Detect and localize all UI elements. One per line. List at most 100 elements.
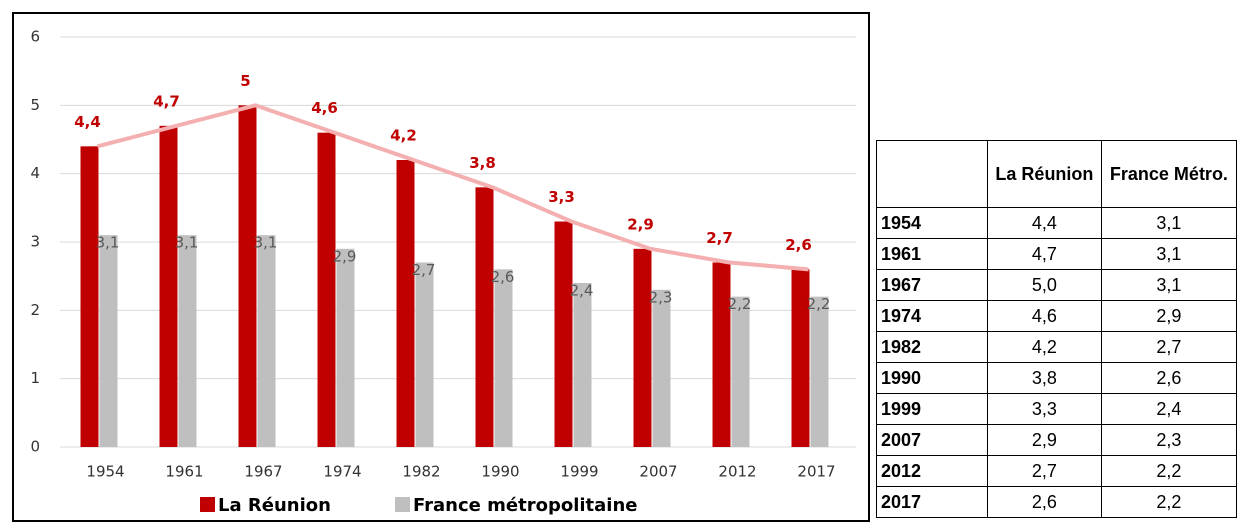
data-label: 3,8 — [469, 154, 496, 172]
year-cell: 2017 — [876, 486, 988, 518]
value-cell: 2,2 — [1100, 455, 1238, 487]
bar — [652, 289, 671, 447]
value-cell: 4,4 — [987, 207, 1102, 239]
value-cell: 2,7 — [1100, 331, 1238, 363]
data-label: 2,4 — [570, 282, 594, 300]
legend-label: La Réunion — [218, 495, 331, 516]
data-label: 2,2 — [807, 295, 831, 313]
value-cell: 2,2 — [1100, 486, 1238, 518]
trend-line — [96, 103, 809, 272]
bar — [415, 262, 434, 447]
value-cell: 2,6 — [1100, 362, 1238, 394]
data-label: 3,1 — [175, 234, 199, 252]
table-row: 1967 5,0 3,1 — [876, 269, 1238, 301]
data-label: 4,7 — [153, 92, 180, 110]
year-cell: 2007 — [876, 424, 988, 456]
bar — [257, 235, 276, 447]
bar — [731, 296, 750, 447]
bar — [178, 235, 197, 447]
data-label: 2,9 — [627, 215, 654, 233]
bar — [396, 160, 415, 447]
data-label: 2,2 — [728, 295, 752, 313]
table-row: 1961 4,7 3,1 — [876, 238, 1238, 270]
x-tick-label: 1967 — [244, 463, 282, 481]
bar — [573, 283, 592, 447]
value-cell: 4,6 — [987, 300, 1102, 332]
data-table: La Réunion France Métro. 1954 4,4 3,1 1961 4… — [876, 140, 1238, 518]
data-label: 3,1 — [254, 234, 278, 252]
bar — [317, 132, 336, 447]
value-cell: 3,1 — [1100, 269, 1238, 301]
x-tick-label: 1974 — [323, 463, 361, 481]
x-tick-label: 1990 — [481, 463, 519, 481]
year-cell: 2012 — [876, 455, 988, 487]
y-tick-label: 0 — [30, 438, 40, 456]
data-label: 4,2 — [390, 127, 417, 145]
data-label: 2,9 — [333, 247, 357, 265]
bar — [712, 262, 731, 447]
x-tick-label: 2007 — [639, 463, 677, 481]
data-label: 2,7 — [412, 261, 436, 279]
bar — [475, 187, 494, 448]
data-label: 3,3 — [548, 188, 575, 206]
data-label: 2,6 — [491, 268, 515, 286]
year-cell: 1954 — [876, 207, 988, 239]
bar — [336, 248, 355, 447]
value-cell: 2,3 — [1100, 424, 1238, 456]
bar — [494, 269, 513, 447]
value-cell: 3,8 — [987, 362, 1102, 394]
y-tick-label: 2 — [30, 301, 40, 319]
value-cell: 3,3 — [987, 393, 1102, 425]
x-tick-label: 1961 — [165, 463, 203, 481]
value-cell: 2,6 — [987, 486, 1102, 518]
table-row: 2007 2,9 2,3 — [876, 424, 1238, 456]
data-label: 4,4 — [74, 113, 101, 131]
bar — [791, 269, 810, 447]
value-cell: 2,4 — [1100, 393, 1238, 425]
data-label: 5 — [240, 72, 250, 90]
y-tick-label: 3 — [30, 233, 40, 251]
column-header: La Réunion — [987, 140, 1102, 208]
y-tick-label: 6 — [30, 28, 40, 46]
bar — [554, 221, 573, 447]
x-tick-label: 1982 — [402, 463, 440, 481]
year-cell: 1990 — [876, 362, 988, 394]
year-cell: 1999 — [876, 393, 988, 425]
bar — [810, 296, 829, 447]
year-cell: 1961 — [876, 238, 988, 270]
data-label: 3,1 — [96, 234, 120, 252]
year-cell: 1967 — [876, 269, 988, 301]
value-cell: 2,7 — [987, 455, 1102, 487]
table-row: 1974 4,6 2,9 — [876, 300, 1238, 332]
value-cell: 2,9 — [1100, 300, 1238, 332]
bar — [159, 125, 178, 447]
year-cell: 1974 — [876, 300, 988, 332]
table-row: 2017 2,6 2,2 — [876, 486, 1238, 518]
y-tick-label: 1 — [30, 369, 40, 387]
data-label: 2,6 — [785, 236, 812, 254]
y-tick-label: 4 — [30, 164, 40, 182]
x-tick-label: 2012 — [718, 463, 756, 481]
value-cell: 2,9 — [987, 424, 1102, 456]
y-tick-label: 5 — [30, 96, 40, 114]
table-header: La Réunion France Métro. — [876, 140, 1238, 208]
x-tick-label: 1999 — [560, 463, 598, 481]
value-cell: 3,1 — [1100, 207, 1238, 239]
bar — [238, 105, 257, 447]
table-row: 1990 3,8 2,6 — [876, 362, 1238, 394]
value-cell: 4,2 — [987, 331, 1102, 363]
corner-cell — [876, 140, 988, 208]
legend-label: France métropolitaine — [413, 495, 637, 516]
x-tick-label: 1954 — [86, 463, 124, 481]
data-label: 2,3 — [649, 288, 673, 306]
table-row: 1999 3,3 2,4 — [876, 393, 1238, 425]
data-label: 2,7 — [706, 229, 733, 247]
column-header: France Métro. — [1100, 140, 1238, 208]
value-cell: 4,7 — [987, 238, 1102, 270]
year-cell: 1982 — [876, 331, 988, 363]
chart: 0 1 2 3 4 5 6 4,4 4,7 5 4,6 4,2 3,8 3,3 2,9 2,7 2,6 3,1 3,… — [12, 12, 870, 522]
value-cell: 5,0 — [987, 269, 1102, 301]
data-label: 4,6 — [311, 99, 338, 117]
legend-swatch — [395, 497, 410, 512]
